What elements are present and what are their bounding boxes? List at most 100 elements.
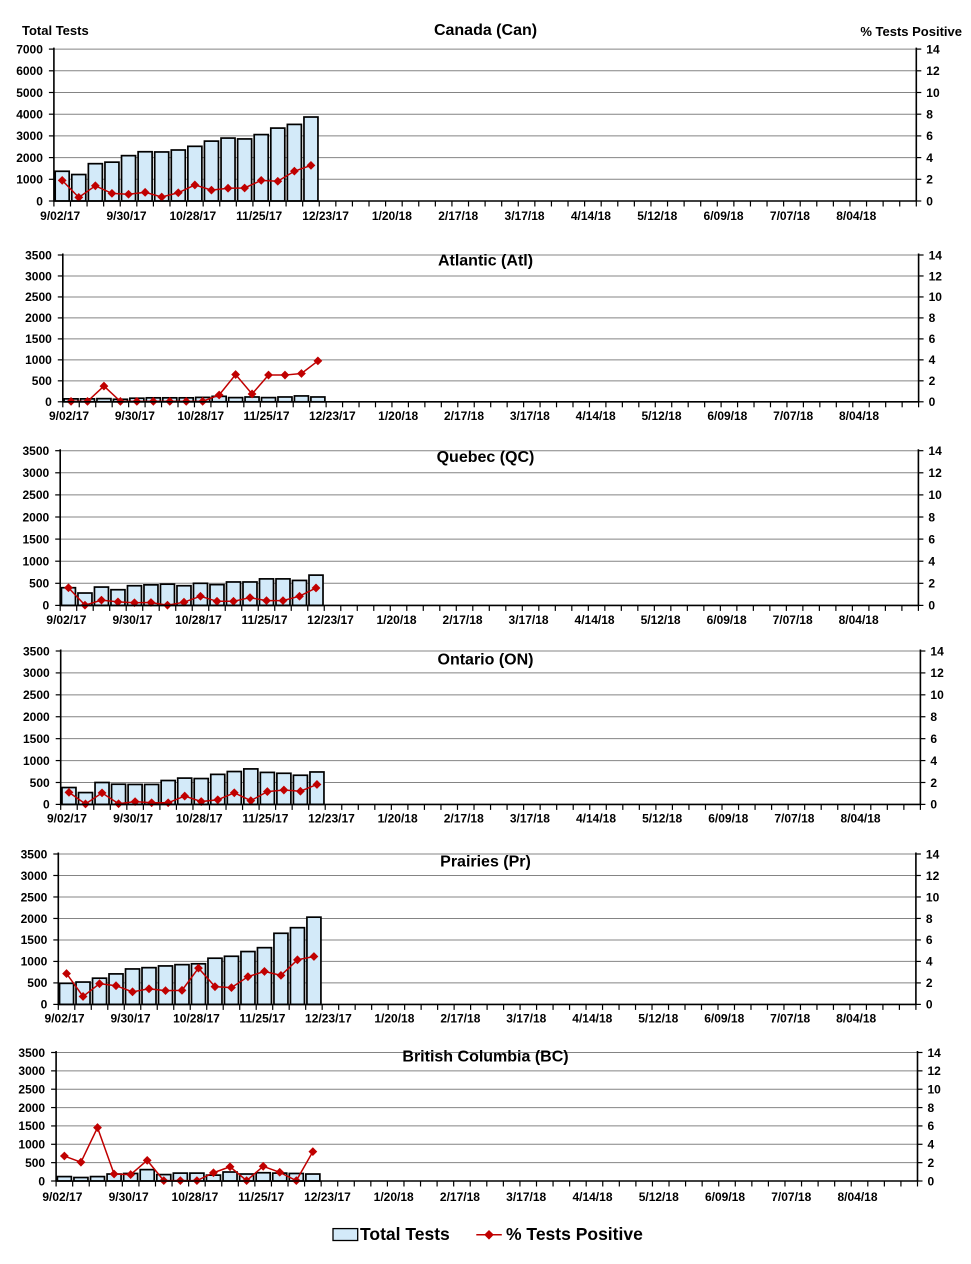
svg-text:5000: 5000 xyxy=(16,86,43,100)
svg-text:Total Tests: Total Tests xyxy=(360,1224,450,1244)
svg-text:2/17/18: 2/17/18 xyxy=(443,613,483,627)
svg-text:2/17/18: 2/17/18 xyxy=(438,209,478,223)
svg-text:4: 4 xyxy=(926,151,933,165)
svg-text:12: 12 xyxy=(926,64,940,78)
svg-text:9/30/17: 9/30/17 xyxy=(110,1011,150,1025)
svg-text:2000: 2000 xyxy=(23,710,50,724)
svg-text:0: 0 xyxy=(36,194,43,208)
svg-text:0: 0 xyxy=(926,194,933,208)
svg-text:0: 0 xyxy=(926,998,933,1012)
svg-text:4: 4 xyxy=(926,955,933,969)
svg-text:12/23/17: 12/23/17 xyxy=(302,209,349,223)
svg-text:9/30/17: 9/30/17 xyxy=(109,1190,149,1204)
svg-text:0: 0 xyxy=(41,998,48,1012)
svg-text:10/28/17: 10/28/17 xyxy=(173,1011,220,1025)
svg-text:6/09/18: 6/09/18 xyxy=(707,409,747,423)
svg-text:10/28/17: 10/28/17 xyxy=(170,209,217,223)
svg-text:3/17/18: 3/17/18 xyxy=(510,812,550,826)
svg-text:6: 6 xyxy=(929,332,936,346)
svg-text:8: 8 xyxy=(928,1101,935,1115)
svg-text:1000: 1000 xyxy=(23,754,50,768)
svg-text:7/07/18: 7/07/18 xyxy=(774,812,814,826)
svg-text:6/09/18: 6/09/18 xyxy=(707,613,747,627)
svg-text:4/14/18: 4/14/18 xyxy=(576,409,616,423)
svg-text:3/17/18: 3/17/18 xyxy=(510,409,550,423)
svg-text:4: 4 xyxy=(929,353,936,367)
svg-text:3/17/18: 3/17/18 xyxy=(509,613,549,627)
svg-text:% Tests Positive: % Tests Positive xyxy=(860,24,962,39)
svg-text:3500: 3500 xyxy=(23,644,50,658)
svg-text:10: 10 xyxy=(930,688,944,702)
svg-text:9/02/17: 9/02/17 xyxy=(45,1011,85,1025)
svg-text:2: 2 xyxy=(926,173,933,187)
svg-text:14: 14 xyxy=(929,248,943,262)
svg-text:7/07/18: 7/07/18 xyxy=(773,613,813,627)
svg-text:2500: 2500 xyxy=(21,890,48,904)
svg-text:3000: 3000 xyxy=(18,1064,45,1078)
svg-text:9/02/17: 9/02/17 xyxy=(47,812,87,826)
svg-text:6/09/18: 6/09/18 xyxy=(705,1190,745,1204)
svg-text:7000: 7000 xyxy=(16,42,43,56)
svg-text:12/23/17: 12/23/17 xyxy=(307,613,354,627)
svg-text:1500: 1500 xyxy=(25,332,52,346)
svg-text:12: 12 xyxy=(929,269,943,283)
svg-text:11/25/17: 11/25/17 xyxy=(238,1190,284,1204)
svg-text:3000: 3000 xyxy=(21,869,48,883)
svg-text:1500: 1500 xyxy=(18,1119,45,1133)
svg-text:2/17/18: 2/17/18 xyxy=(444,812,484,826)
svg-text:10: 10 xyxy=(929,290,943,304)
svg-text:4/14/18: 4/14/18 xyxy=(572,1011,612,1025)
svg-text:2/17/18: 2/17/18 xyxy=(444,409,484,423)
svg-text:10: 10 xyxy=(928,488,942,502)
svg-text:5/12/18: 5/12/18 xyxy=(639,1190,679,1204)
svg-text:8: 8 xyxy=(929,311,936,325)
svg-text:0: 0 xyxy=(930,798,937,812)
svg-text:2000: 2000 xyxy=(18,1101,45,1115)
svg-text:0: 0 xyxy=(928,599,935,613)
svg-text:7/07/18: 7/07/18 xyxy=(770,1011,810,1025)
svg-text:8/04/18: 8/04/18 xyxy=(841,812,881,826)
svg-text:9/30/17: 9/30/17 xyxy=(115,409,155,423)
svg-text:8/04/18: 8/04/18 xyxy=(839,613,879,627)
svg-text:3000: 3000 xyxy=(23,666,50,680)
svg-text:2: 2 xyxy=(929,374,936,388)
svg-text:2000: 2000 xyxy=(22,510,49,524)
svg-text:8: 8 xyxy=(926,912,933,926)
svg-text:11/25/17: 11/25/17 xyxy=(236,209,282,223)
svg-text:6/09/18: 6/09/18 xyxy=(704,1011,744,1025)
svg-text:Canada (Can): Canada (Can) xyxy=(434,22,537,39)
svg-text:3000: 3000 xyxy=(25,269,52,283)
svg-text:9/30/17: 9/30/17 xyxy=(107,209,147,223)
svg-text:14: 14 xyxy=(926,42,940,56)
svg-text:500: 500 xyxy=(27,976,47,990)
svg-text:2/17/18: 2/17/18 xyxy=(440,1190,480,1204)
svg-text:4000: 4000 xyxy=(16,108,43,122)
svg-text:1/20/18: 1/20/18 xyxy=(378,409,418,423)
svg-text:Ontario (ON): Ontario (ON) xyxy=(438,652,534,669)
svg-text:% Tests Positive: % Tests Positive xyxy=(506,1224,643,1244)
svg-text:6: 6 xyxy=(926,129,933,143)
svg-text:0: 0 xyxy=(928,1174,935,1188)
svg-text:2500: 2500 xyxy=(25,290,52,304)
svg-text:Atlantic (Atl): Atlantic (Atl) xyxy=(438,253,533,270)
svg-text:8/04/18: 8/04/18 xyxy=(839,409,879,423)
svg-text:12: 12 xyxy=(926,869,940,883)
svg-text:9/30/17: 9/30/17 xyxy=(112,613,152,627)
svg-text:2: 2 xyxy=(928,1156,935,1170)
svg-text:4: 4 xyxy=(928,555,935,569)
svg-text:Prairies (Pr): Prairies (Pr) xyxy=(440,854,531,871)
svg-text:1500: 1500 xyxy=(22,532,49,546)
svg-text:6000: 6000 xyxy=(16,64,43,78)
svg-text:2000: 2000 xyxy=(16,151,43,165)
svg-text:8: 8 xyxy=(930,710,937,724)
svg-text:6: 6 xyxy=(928,532,935,546)
svg-text:2/17/18: 2/17/18 xyxy=(440,1011,480,1025)
svg-text:2000: 2000 xyxy=(21,912,48,926)
svg-text:2500: 2500 xyxy=(18,1083,45,1097)
svg-text:British Columbia (BC): British Columbia (BC) xyxy=(402,1048,568,1065)
svg-text:Quebec (QC): Quebec (QC) xyxy=(437,449,535,466)
svg-text:5/12/18: 5/12/18 xyxy=(637,209,677,223)
svg-text:1/20/18: 1/20/18 xyxy=(378,812,418,826)
svg-text:7/07/18: 7/07/18 xyxy=(771,1190,811,1204)
svg-text:500: 500 xyxy=(32,374,52,388)
